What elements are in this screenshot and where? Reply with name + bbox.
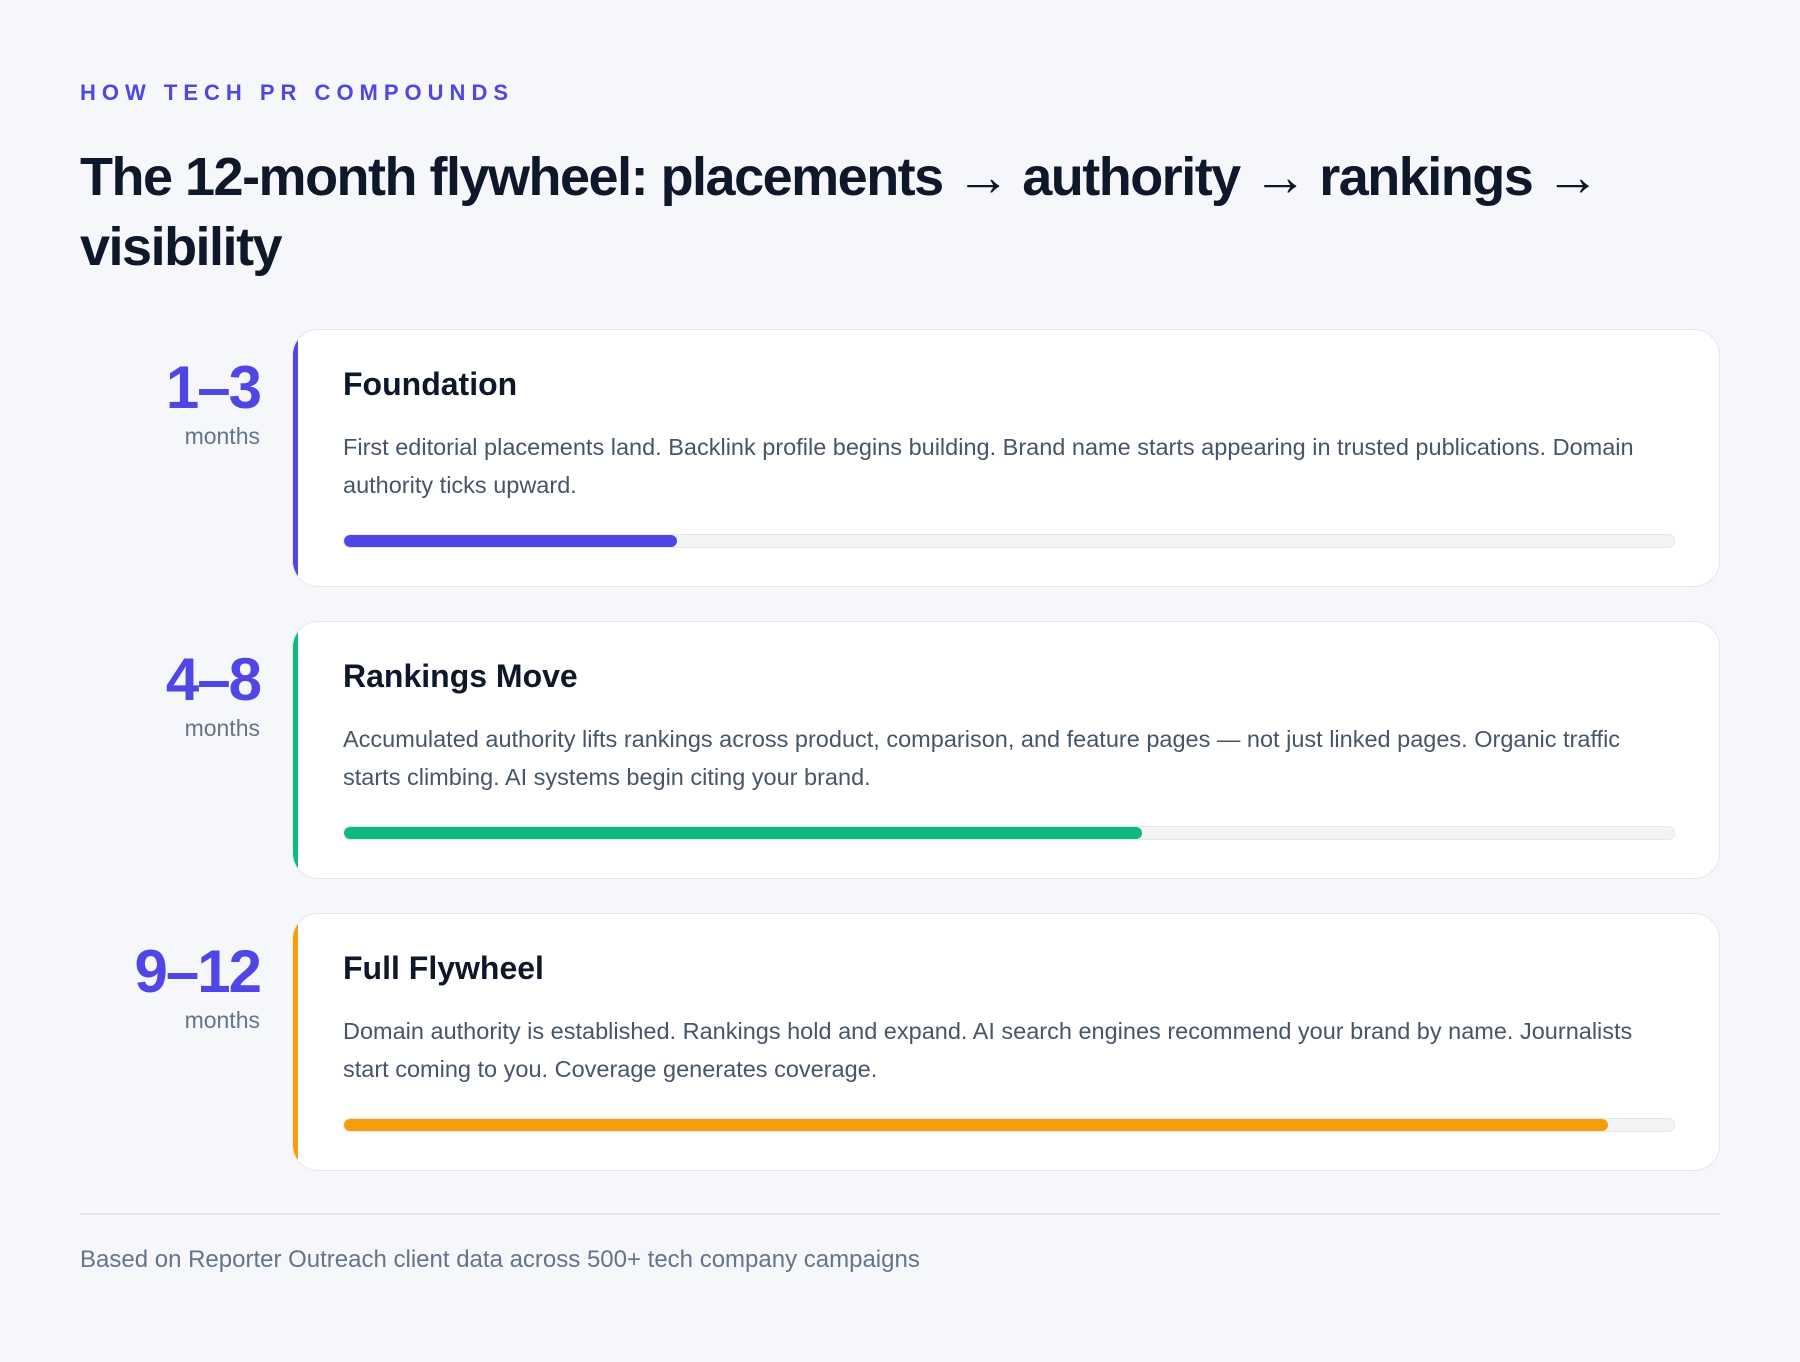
card-accent-bar: [293, 622, 298, 878]
phase-description: Domain authority is established. Ranking…: [343, 1018, 1633, 1082]
phase-title: Rankings Move: [343, 658, 578, 694]
phase-foundation: 1–3 months Foundation First editorial pl…: [80, 329, 1720, 587]
footer-divider: [80, 1213, 1720, 1215]
phase-range: 9–12: [134, 938, 262, 1005]
progress-fill: [344, 827, 1142, 839]
phase-unit: months: [184, 423, 260, 449]
card-accent-bar: [293, 330, 298, 586]
phase-full-flywheel: 9–12 months Full Flywheel Domain authori…: [80, 913, 1720, 1171]
phase-rankings-move: 4–8 months Rankings Move Accumulated aut…: [80, 621, 1720, 879]
phase-card: Rankings Move Accumulated authority lift…: [292, 621, 1720, 879]
phase-card: Full Flywheel Domain authority is establ…: [292, 913, 1720, 1171]
phase-card: Foundation First editorial placements la…: [292, 329, 1720, 587]
phase-timeframe: 1–3 months: [80, 354, 262, 451]
phase-range: 1–3: [165, 354, 262, 421]
phase-description: Accumulated authority lifts rankings acr…: [343, 726, 1621, 790]
phase-title: Foundation: [343, 366, 518, 402]
phase-title: Full Flywheel: [343, 950, 544, 986]
card-accent-bar: [293, 914, 298, 1170]
phase-timeframe: 4–8 months: [80, 646, 262, 743]
phase-timeframe: 9–12 months: [80, 938, 262, 1035]
progress-track: [343, 534, 1675, 548]
source-footnote: Based on Reporter Outreach client data a…: [80, 1246, 920, 1273]
progress-track: [343, 826, 1675, 840]
eyebrow-label: HOW TECH PR COMPOUNDS: [80, 80, 514, 105]
progress-fill: [344, 535, 677, 547]
phase-unit: months: [184, 715, 260, 741]
phase-range: 4–8: [165, 646, 262, 713]
page-title: The 12-month flywheel: placements → auth…: [80, 147, 1600, 277]
progress-fill: [344, 1119, 1608, 1131]
phase-description: First editorial placements land. Backlin…: [343, 434, 1634, 498]
progress-track: [343, 1118, 1675, 1132]
phase-unit: months: [184, 1007, 260, 1033]
